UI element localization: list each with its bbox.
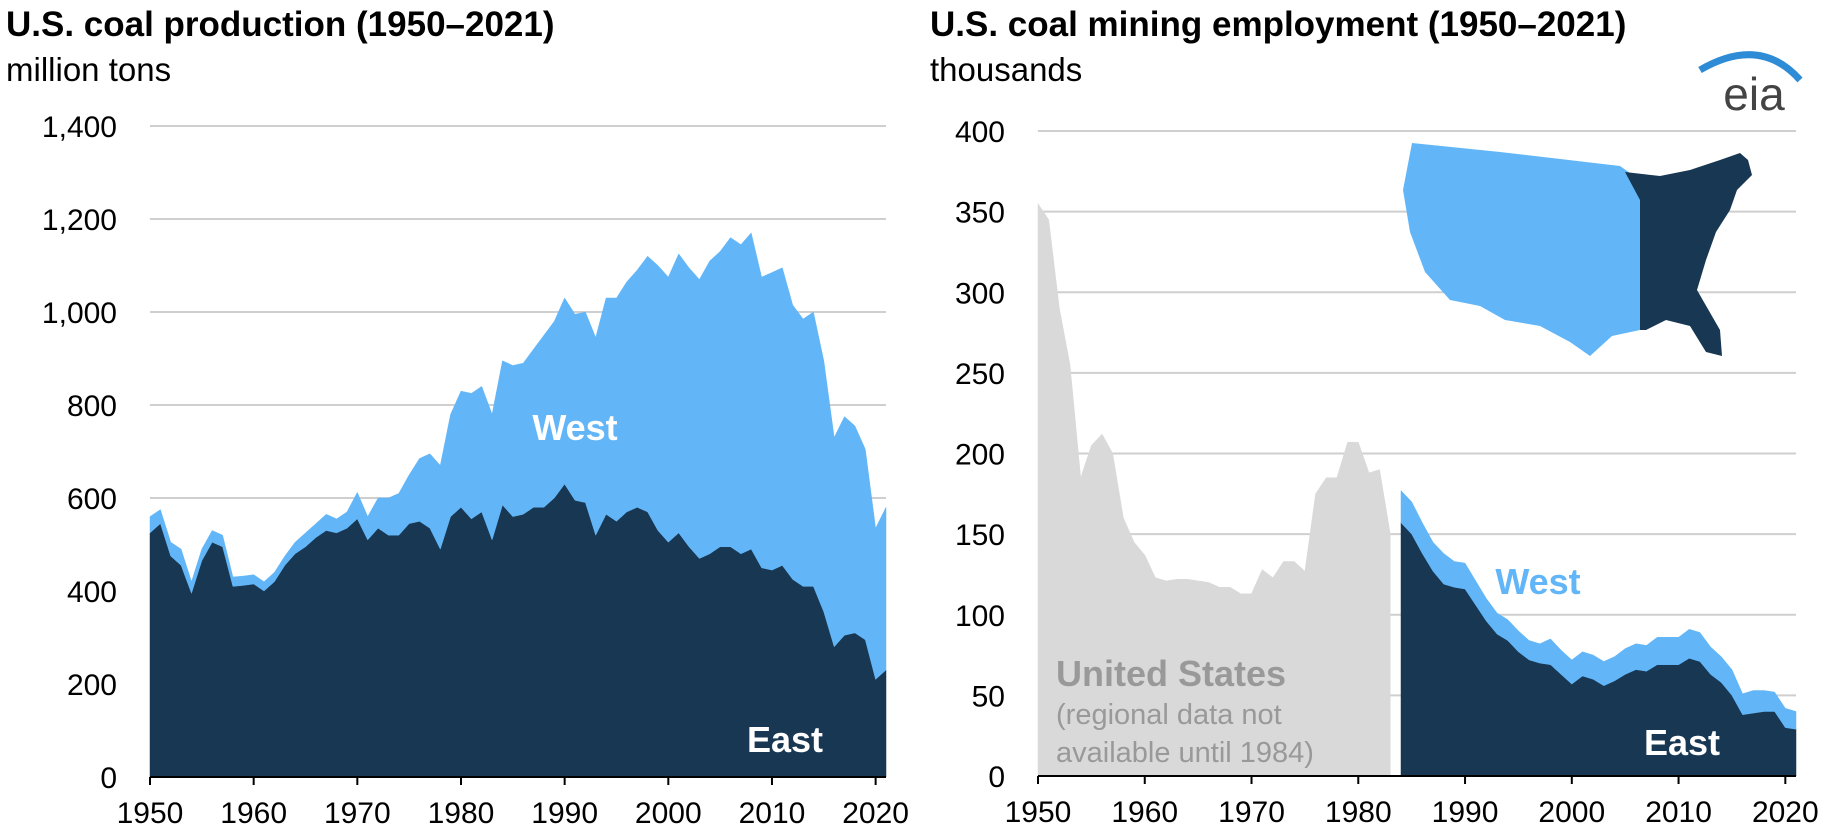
x-tick-label: 1980 — [428, 797, 495, 830]
chart-title: U.S. coal mining employment (1950–2021) — [930, 5, 1626, 44]
y-tick-label: 600 — [67, 483, 117, 516]
x-tick-label: 1980 — [1325, 796, 1392, 829]
chart-title: U.S. coal production (1950–2021) — [6, 5, 555, 44]
y-tick-label: 50 — [972, 680, 1005, 713]
y-tick-label: 0 — [988, 761, 1005, 794]
x-tick-label: 1960 — [220, 797, 287, 830]
y-tick-label: 100 — [955, 600, 1005, 633]
annotation: available until 1984) — [1056, 737, 1314, 769]
y-tick-label: 400 — [67, 576, 117, 609]
x-tick-label: 2010 — [1645, 796, 1712, 829]
series-label: West — [532, 407, 617, 448]
chart-subtitle: million tons — [6, 51, 171, 88]
area — [1400, 489, 1797, 730]
x-tick-label: 1970 — [1218, 796, 1285, 829]
y-tick-label: 150 — [955, 519, 1005, 552]
series-label: United States — [1056, 653, 1286, 694]
y-tick-label: 300 — [955, 277, 1005, 310]
series-label: East — [747, 719, 823, 760]
y-tick-label: 1,200 — [42, 204, 117, 237]
logo-arc — [1698, 51, 1803, 83]
map-west — [1403, 143, 1640, 356]
us-map — [1403, 143, 1752, 356]
x-tick-label: 1960 — [1111, 796, 1178, 829]
y-tick-label: 0 — [100, 762, 117, 795]
logo: eia — [1698, 51, 1803, 120]
areas — [149, 202, 1797, 778]
series-label: East — [1644, 722, 1720, 763]
foreground: U.S. coal production (1950–2021) million… — [6, 5, 1803, 769]
x-tick-label: 2020 — [1752, 796, 1819, 829]
y-tick-label: 350 — [955, 197, 1005, 230]
y-tick-label: 250 — [955, 358, 1005, 391]
x-tick-label: 2020 — [842, 797, 909, 830]
x-tick-label: 2010 — [739, 797, 806, 830]
y-tick-label: 800 — [67, 390, 117, 423]
y-tick-label: 200 — [955, 439, 1005, 472]
y-tick-label: 1,400 — [42, 111, 117, 144]
x-tick-label: 1970 — [324, 797, 391, 830]
annotation: (regional data not — [1056, 699, 1282, 731]
y-tick-label: 200 — [67, 669, 117, 702]
area — [1400, 522, 1797, 777]
map-east — [1625, 153, 1752, 356]
x-tick-label: 1990 — [531, 797, 598, 830]
y-tick-label: 400 — [955, 116, 1005, 149]
series-label: West — [1495, 561, 1580, 602]
logo-text: eia — [1723, 68, 1785, 120]
area — [149, 232, 887, 680]
y-tick-label: 1,000 — [42, 297, 117, 330]
x-tick-label: 1950 — [117, 797, 184, 830]
x-tick-label: 1950 — [1005, 796, 1072, 829]
x-tick-label: 2000 — [635, 797, 702, 830]
chart-subtitle: thousands — [930, 51, 1082, 88]
x-tick-label: 2000 — [1538, 796, 1605, 829]
x-tick-label: 1990 — [1432, 796, 1499, 829]
